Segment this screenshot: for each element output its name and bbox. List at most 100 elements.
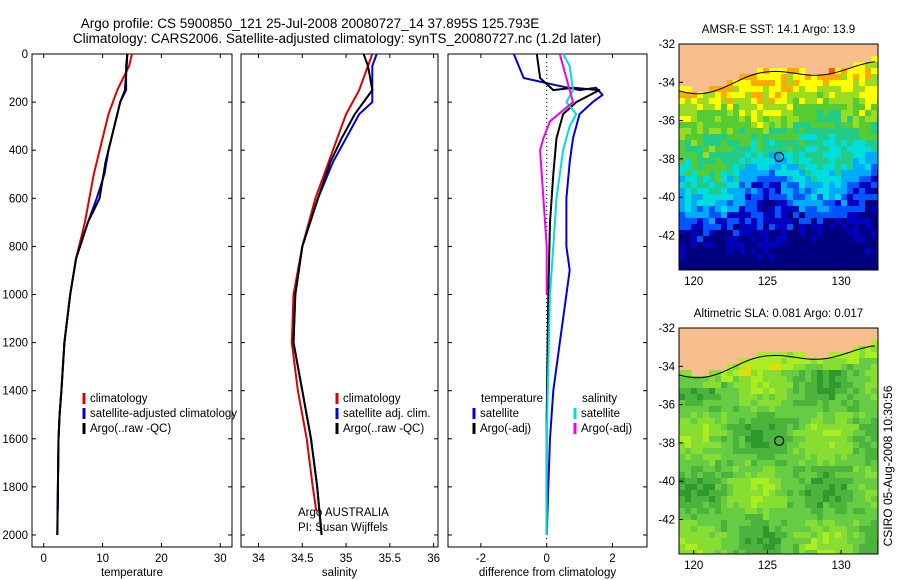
sla_map-cell	[769, 418, 776, 425]
sla_map-cell	[775, 436, 782, 443]
sla_map-cell	[757, 532, 764, 539]
sst_map-cell	[733, 194, 740, 201]
sst_map-cell	[745, 248, 752, 255]
sst_map-cell	[865, 62, 872, 69]
sla_map-cell	[865, 466, 872, 473]
sst_map-cell	[721, 236, 728, 243]
sla_map-cell	[757, 376, 764, 383]
sst_map-cell	[685, 266, 692, 270]
sla_map-cell	[763, 436, 770, 443]
sst_map-cell	[859, 122, 866, 129]
sla_map-cell	[781, 520, 788, 527]
sla_map-cell	[691, 448, 698, 455]
sst_map-cell	[865, 152, 872, 159]
sla_map-cell	[793, 364, 800, 371]
sla_map-cell	[793, 424, 800, 431]
sla_map-cell	[679, 508, 686, 515]
sla_map-cell	[859, 496, 866, 503]
sla_map-cell	[685, 442, 692, 449]
sla_map-cell	[811, 358, 818, 365]
sst_map-cell	[745, 236, 752, 243]
sla_map-cell	[739, 490, 746, 497]
sst_map-cell	[703, 110, 710, 117]
sla_map-cell	[823, 400, 830, 407]
sst_map-cell	[853, 134, 860, 141]
sst_map-cell	[691, 104, 698, 111]
sla_map-cell	[769, 484, 776, 491]
sst_map-cell	[865, 116, 872, 123]
sla_map-cell	[757, 508, 764, 515]
sst_map-cell	[817, 218, 824, 225]
sla_map-cell	[793, 460, 800, 467]
sst_map-cell	[787, 158, 794, 165]
sst_map-cell	[805, 122, 812, 129]
sst_map-cell	[793, 140, 800, 147]
sla_map-cell	[751, 412, 758, 419]
sla_map-cell	[721, 442, 728, 449]
sst_map-cell	[871, 176, 878, 183]
difference-x-axis-label: difference from climatology	[479, 567, 616, 579]
sla_map-cell	[685, 490, 692, 497]
sla_map-cell	[703, 532, 710, 539]
sst_map-cell	[691, 230, 698, 237]
sst_map-cell	[865, 266, 872, 270]
sla_map-cell	[805, 406, 812, 413]
sla_map-cell	[805, 502, 812, 509]
sla_map-cell	[715, 484, 722, 491]
sst_map-cell	[685, 176, 692, 183]
sst_map-cell	[817, 158, 824, 165]
sst_map-cell	[739, 140, 746, 147]
sla_map-cell	[811, 382, 818, 389]
sla_map-cell	[715, 442, 722, 449]
sla_map-cell	[841, 478, 848, 485]
sst_map-cell	[829, 266, 836, 270]
sst_map-cell	[685, 200, 692, 207]
sst_map-cell	[703, 200, 710, 207]
sst_map-cell	[703, 182, 710, 189]
sst_map-cell	[811, 86, 818, 93]
sst_map-cell	[817, 248, 824, 255]
sla_map-cell	[859, 382, 866, 389]
sst_map-cell	[751, 176, 758, 183]
sla_map-cell	[757, 382, 764, 389]
sla_map-cell	[775, 388, 782, 395]
sla_map-cell	[769, 514, 776, 521]
sst_map-cell	[793, 152, 800, 159]
sla_map-cell	[703, 502, 710, 509]
sst_map-cell	[781, 152, 788, 159]
sst_map-cell	[751, 260, 758, 267]
sla_map-cell	[787, 472, 794, 479]
sst_map-cell	[829, 116, 836, 123]
sst_map-cell	[745, 170, 752, 177]
sla_map-cell	[817, 382, 824, 389]
sla_map-cell	[817, 502, 824, 509]
sla_map-cell	[841, 442, 848, 449]
sla_map-cell	[775, 490, 782, 497]
sst_map-cell	[871, 188, 878, 195]
sst_map-cell	[775, 104, 782, 111]
sst_map-cell	[775, 134, 782, 141]
sla_map-cell	[835, 514, 842, 521]
sla_map-cell	[727, 430, 734, 437]
sla_map-cell	[709, 388, 716, 395]
sst_map-cell	[727, 230, 734, 237]
salinity-xtick-label: 35	[340, 553, 353, 565]
sst_map-cell	[769, 188, 776, 195]
sla_map-cell	[799, 382, 806, 389]
sla_map-cell	[817, 508, 824, 515]
sst_map-cell	[799, 176, 806, 183]
sla_map-cell	[691, 382, 698, 389]
sla_map-cell	[691, 430, 698, 437]
sla_map-ytick-label: -42	[658, 515, 675, 527]
sst_map-cell	[835, 110, 842, 117]
difference-legend-entry: Argo(-adj)	[581, 423, 632, 435]
sst_map-cell	[841, 164, 848, 171]
sla_map-cell	[715, 478, 722, 485]
sst_map-cell	[859, 218, 866, 225]
sla_map-cell	[775, 466, 782, 473]
depth-tick-label: 200	[9, 97, 28, 109]
sla_map-cell	[805, 532, 812, 539]
sla_map-cell	[697, 412, 704, 419]
sla_map-cell	[703, 526, 710, 533]
sst_map-cell	[775, 122, 782, 129]
